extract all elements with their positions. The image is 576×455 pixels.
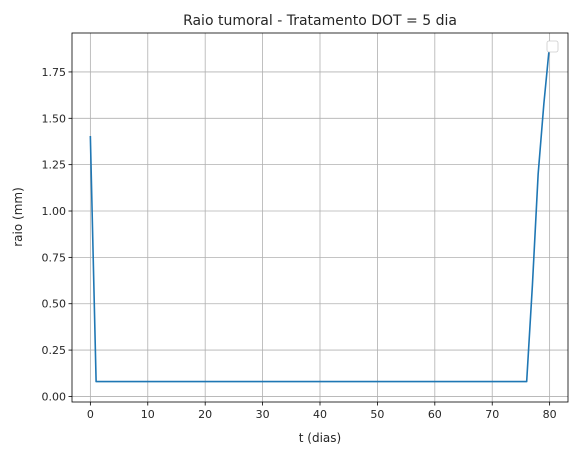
x-tick-label: 60 xyxy=(428,408,442,421)
y-tick-label: 0.75 xyxy=(42,251,67,264)
y-tick-label: 0.50 xyxy=(42,298,67,311)
x-tick-label: 80 xyxy=(543,408,557,421)
grid-lines xyxy=(72,33,568,402)
series-line xyxy=(89,43,551,383)
x-tick-label: 50 xyxy=(370,408,384,421)
y-tick-label: 1.75 xyxy=(42,66,67,79)
y-tick-label: 1.00 xyxy=(42,205,67,218)
x-tick-label: 20 xyxy=(198,408,212,421)
ticks: 0 10 20 30 40 50 60 70 80 0.00 0.25 0.50 0.75 1.00 1.2… xyxy=(42,66,557,421)
x-axis-label: t (dias) xyxy=(299,431,341,445)
y-axis-label: raio (mm) xyxy=(11,187,25,247)
x-tick-label: 30 xyxy=(256,408,270,421)
y-tick-label: 1.50 xyxy=(42,112,67,125)
x-tick-label: 0 xyxy=(87,408,94,421)
x-tick-label: 70 xyxy=(485,408,499,421)
y-tick-label: 1.25 xyxy=(42,159,67,172)
x-tick-label: 10 xyxy=(141,408,155,421)
y-tick-label: 0.25 xyxy=(42,344,67,357)
series-group xyxy=(89,43,551,383)
chart-title: Raio tumoral - Tratamento DOT = 5 dia xyxy=(183,13,457,29)
y-tick-label: 0.00 xyxy=(42,390,67,403)
x-tick-label: 40 xyxy=(313,408,327,421)
plot-area: 0 10 20 30 40 50 60 70 80 0.00 0.25 0.50 0.75 1.00 1.2… xyxy=(42,32,569,421)
legend-box[interactable] xyxy=(546,40,559,53)
